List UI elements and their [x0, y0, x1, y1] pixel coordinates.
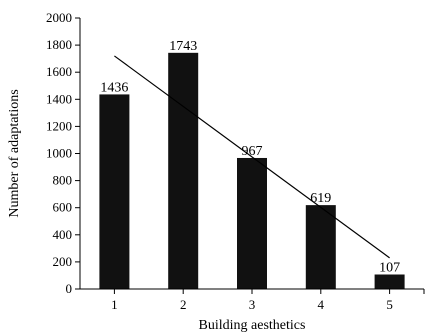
y-tick-label: 0	[66, 281, 73, 296]
bar-1	[99, 94, 130, 289]
y-tick-label: 800	[53, 173, 73, 188]
bar-2	[168, 52, 199, 289]
bar-3	[237, 157, 267, 289]
y-tick-label: 400	[53, 227, 73, 242]
x-tick-label: 1	[111, 297, 118, 312]
data-labels: 1436 1743 967 619 107	[100, 39, 400, 276]
y-tick-label: 1200	[46, 118, 72, 133]
y-tick-label: 1800	[46, 37, 72, 52]
data-label-3: 967	[242, 144, 263, 159]
y-tick-label: 1000	[46, 146, 72, 161]
x-tick-label: 5	[386, 297, 393, 312]
trend-line	[114, 55, 390, 259]
y-axis-ticks: 0 200 400 600 800 1000 1200 1400 1600 1800 2000	[46, 10, 80, 296]
y-axis-title: Number of adaptations	[7, 89, 22, 217]
data-label-2: 1743	[169, 39, 197, 54]
x-tick-label: 2	[180, 297, 187, 312]
data-label-4: 619	[310, 191, 331, 206]
y-tick-label: 200	[53, 254, 73, 269]
x-axis-ticks: 1 2 3 4 5	[111, 289, 425, 312]
y-tick-label: 1600	[46, 64, 72, 79]
x-tick-label: 4	[318, 297, 325, 312]
x-axis-title: Building aesthetics	[199, 318, 306, 332]
bar-5	[374, 274, 405, 289]
data-label-1: 1436	[100, 80, 128, 95]
y-tick-label: 1400	[46, 91, 72, 106]
y-tick-label: 600	[53, 200, 73, 215]
x-tick-label: 3	[249, 297, 256, 312]
bars	[99, 52, 405, 289]
data-label-5: 107	[379, 261, 400, 276]
bar-4	[305, 205, 336, 289]
y-tick-label: 2000	[46, 10, 72, 25]
